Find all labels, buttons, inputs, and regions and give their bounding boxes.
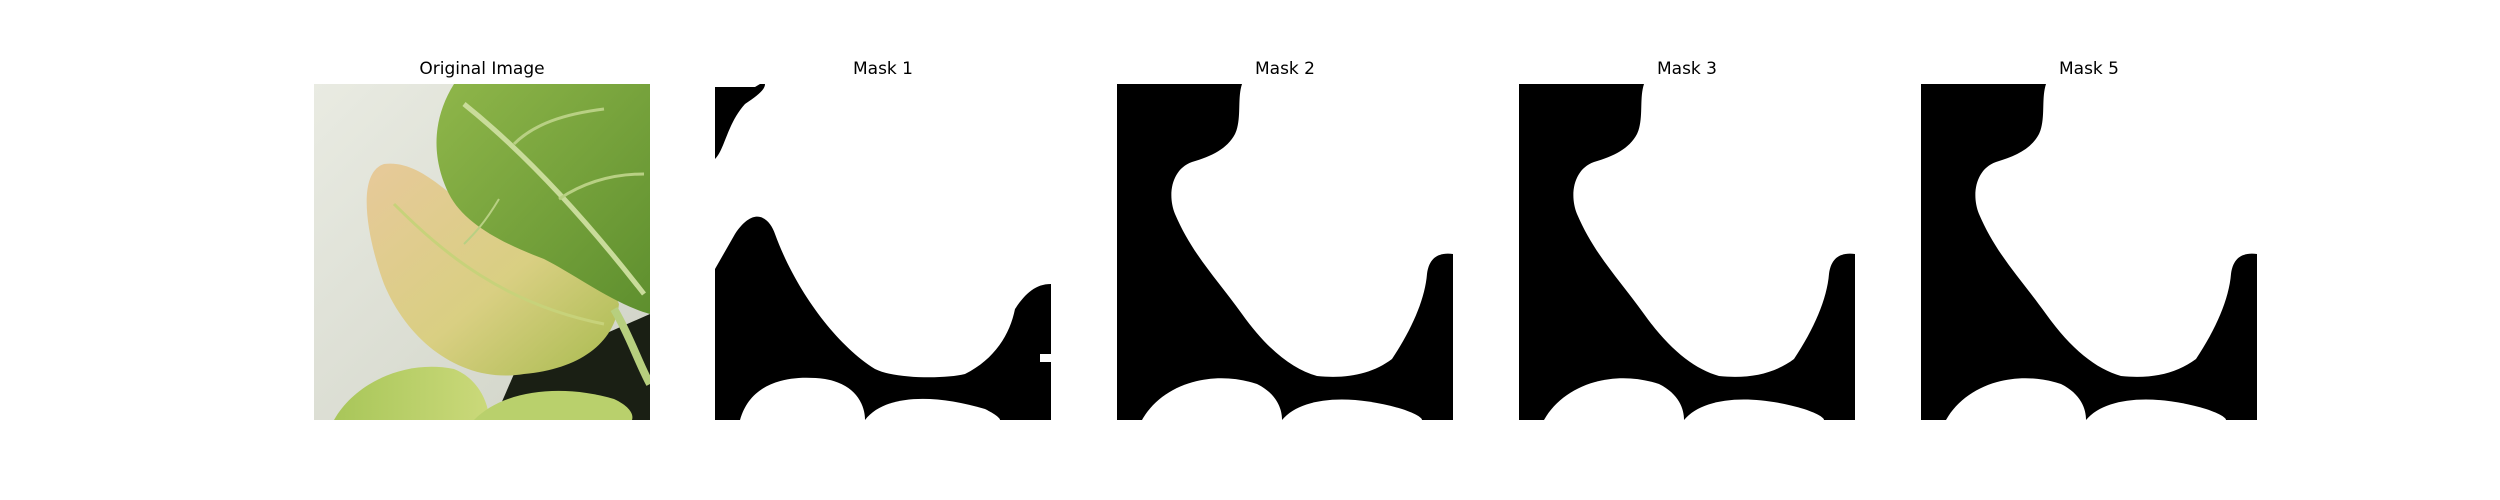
panel-mask-5: Mask 5 [1921,56,2257,426]
panel-mask-2: Mask 2 [1117,56,1453,426]
panel-title: Mask 5 [2058,59,2119,79]
panel-title: Mask 1 [852,59,913,79]
mask-image [1921,84,2257,420]
panel-mask-1: Mask 1 [715,56,1051,426]
mask-image [1519,84,1855,420]
mask-image [715,84,1051,420]
panel-title: Original Image [419,59,545,79]
panel-title: Mask 3 [1656,59,1717,79]
panel-title: Mask 2 [1254,59,1315,79]
panel-mask-3: Mask 3 [1519,56,1855,426]
panel-original-image: Original Image [314,56,650,426]
original-image [314,84,650,420]
mask-image [1117,84,1453,420]
